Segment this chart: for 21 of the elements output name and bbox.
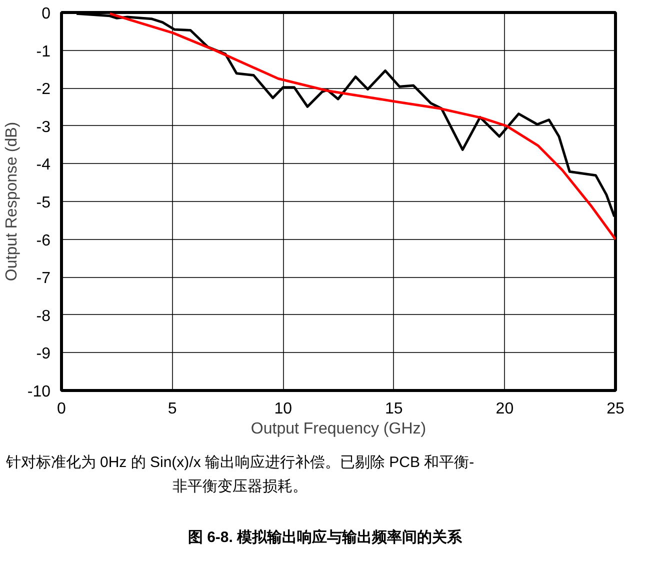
y-tick-label: -1 [36, 43, 51, 60]
y-tick-label: -6 [36, 232, 51, 250]
x-tick-label: 5 [168, 400, 177, 418]
x-tick-label: 15 [385, 400, 403, 418]
y-tick-label: -2 [36, 81, 51, 98]
y-axis-title: Output Response (dB) [3, 122, 20, 282]
y-tick-label: -10 [27, 384, 51, 400]
text: 针对标准化为 0Hz 的 Sin(x)/x 输出响应进行补偿。已剔除 PCB 和平衡-非平衡变压器损耗。 [5, 453, 475, 497]
y-tick-label: -4 [36, 156, 51, 174]
x-axis-title: Output Frequency (GHz) [250, 420, 426, 438]
text: 图 6-8. 模拟输出响应与输出频率间的关系 [186, 528, 464, 548]
y-tick-label: -9 [36, 346, 51, 363]
y-tick-label: -5 [36, 194, 51, 212]
y-tick-label: -7 [36, 270, 51, 288]
x-tick-label: 10 [274, 400, 292, 418]
x-tick-label: 25 [606, 400, 624, 418]
y-tick-label: 0 [42, 6, 51, 22]
y-tick-label: -3 [36, 118, 51, 136]
x-tick-label: 20 [496, 400, 514, 418]
x-tick-label: 0 [57, 400, 66, 418]
y-tick-label: -8 [36, 308, 51, 325]
